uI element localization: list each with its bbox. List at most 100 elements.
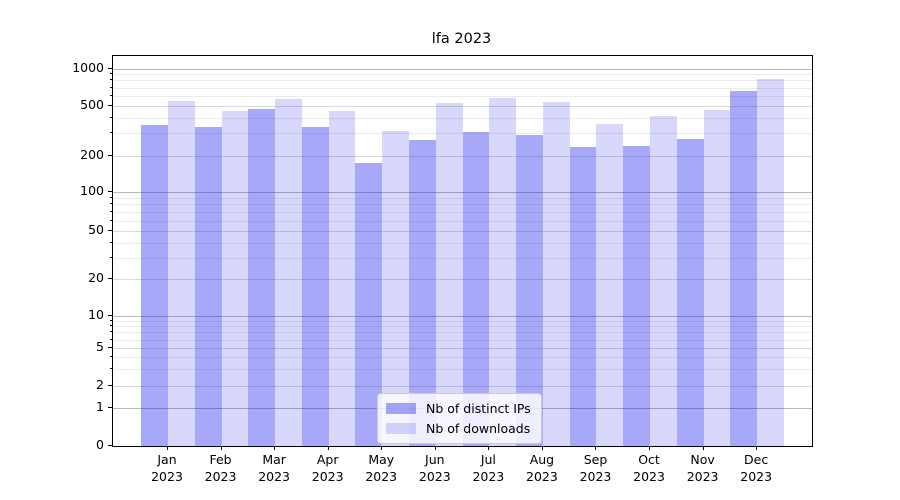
x-tick-may	[381, 446, 383, 450]
y-minor-tick-40	[110, 241, 112, 243]
bar-downloads-nov	[703, 110, 731, 446]
x-tick-year: 2023	[526, 469, 558, 484]
x-tick-label-nov: Nov 2023	[671, 451, 735, 485]
y-minor-tick-900	[110, 73, 112, 75]
y-minor-tick-9	[110, 319, 112, 321]
y-gridline-7	[113, 332, 812, 334]
y-tick-10	[108, 315, 112, 316]
y-gridline-900	[113, 74, 812, 76]
y-minor-tick-7	[110, 331, 112, 333]
x-tick-month: Mar	[262, 452, 286, 467]
bar-distinct-ips-mar	[248, 109, 276, 446]
bar-distinct-ips-jan	[141, 124, 168, 446]
y-tick-label-500: 500	[80, 96, 104, 112]
y-gridline-5	[113, 348, 812, 349]
legend: Nb of distinct IPs Nb of downloads	[377, 393, 542, 444]
plot-area: Nb of distinct IPs Nb of downloads	[112, 55, 813, 447]
y-gridline-2	[113, 386, 812, 387]
y-tick-label-50: 50	[88, 222, 104, 237]
y-tick-200	[108, 154, 112, 156]
y-gridline-8	[113, 326, 812, 328]
x-tick-label-jul: Jul 2023	[456, 451, 520, 485]
bar-distinct-ips-dec	[730, 91, 758, 446]
bar-downloads-jan	[168, 100, 195, 446]
x-tick-month: Dec	[744, 452, 769, 467]
y-minor-tick-4	[110, 356, 112, 358]
y-minor-tick-60	[110, 219, 112, 221]
x-tick-label-aug: Aug 2023	[510, 451, 574, 485]
x-tick-year: 2023	[579, 469, 612, 484]
x-tick-month: Apr	[316, 452, 339, 467]
x-tick-year: 2023	[204, 469, 237, 484]
x-tick-year: 2023	[365, 469, 398, 484]
legend-row-downloads: Nb of downloads	[386, 421, 531, 436]
y-minor-tick-400	[110, 116, 112, 118]
bar-downloads-jun	[435, 102, 463, 446]
bar-downloads-dec	[757, 79, 784, 446]
legend-label-distinct-ips: Nb of distinct IPs	[426, 401, 531, 416]
x-tick-label-apr: Apr 2023	[296, 451, 360, 485]
y-gridline-60	[113, 220, 812, 222]
x-tick-aug	[541, 446, 543, 450]
y-gridline-100	[113, 191, 812, 193]
x-tick-month: Nov	[690, 452, 715, 467]
y-minor-tick-6	[110, 338, 112, 340]
y-gridline-6	[113, 339, 812, 341]
x-tick-month: Feb	[209, 452, 232, 467]
x-tick-year: 2023	[258, 469, 291, 484]
bar-downloads-aug	[542, 102, 570, 446]
y-minor-tick-600	[110, 94, 112, 96]
x-tick-year: 2023	[740, 469, 773, 484]
y-tick-500	[108, 104, 112, 106]
x-tick-label-jan: Jan 2023	[135, 451, 199, 485]
x-tick-month: May	[368, 452, 395, 467]
y-minor-tick-3	[110, 368, 112, 370]
y-gridline-600	[113, 95, 812, 97]
bar-distinct-ips-oct	[623, 146, 651, 446]
x-tick-year: 2023	[472, 469, 505, 484]
y-gridline-40	[113, 242, 812, 244]
y-tick-label-100: 100	[80, 182, 104, 198]
y-gridline-50	[113, 231, 812, 232]
legend-swatch-downloads-icon	[386, 423, 416, 434]
x-tick-label-may: May 2023	[349, 451, 413, 485]
x-tick-label-dec: Dec 2023	[724, 451, 788, 485]
y-gridline-90	[113, 197, 812, 199]
y-minor-tick-800	[110, 79, 112, 81]
y-tick-label-200: 200	[80, 146, 104, 162]
x-tick-label-sep: Sep 2023	[563, 451, 627, 485]
y-tick-1	[108, 407, 112, 408]
y-tick-label-20: 20	[88, 270, 104, 285]
y-tick-20	[108, 278, 112, 279]
bar-distinct-ips-feb	[194, 127, 222, 446]
y-gridline-300	[113, 133, 812, 135]
y-tick-label-2: 2	[96, 377, 104, 392]
y-gridline-400	[113, 117, 812, 119]
x-tick-year: 2023	[686, 469, 719, 484]
x-tick-month: Jan	[157, 452, 177, 467]
x-tick-feb	[220, 446, 222, 450]
x-tick-year: 2023	[633, 469, 665, 484]
bar-distinct-ips-apr	[301, 126, 329, 446]
bar-distinct-ips-nov	[676, 138, 704, 446]
y-gridline-80	[113, 204, 812, 206]
y-gridline-200	[113, 155, 812, 157]
legend-row-distinct-ips: Nb of distinct IPs	[386, 401, 531, 416]
y-gridline-10	[113, 316, 812, 317]
y-gridline-800	[113, 80, 812, 82]
x-tick-month: Jun	[425, 452, 445, 467]
y-tick-1000	[108, 67, 112, 69]
x-tick-year: 2023	[311, 469, 344, 484]
x-tick-month: Jul	[480, 452, 496, 467]
y-tick-label-1: 1	[96, 399, 104, 414]
x-tick-year: 2023	[151, 469, 183, 484]
legend-swatch-distinct-ips-icon	[386, 403, 416, 414]
x-tick-apr	[327, 446, 329, 450]
bar-downloads-apr	[328, 110, 356, 446]
y-minor-tick-90	[110, 196, 112, 198]
bar-distinct-ips-sep	[569, 146, 597, 446]
bar-downloads-mar	[275, 98, 302, 446]
y-gridline-9	[113, 320, 812, 322]
x-tick-mar	[274, 446, 276, 450]
